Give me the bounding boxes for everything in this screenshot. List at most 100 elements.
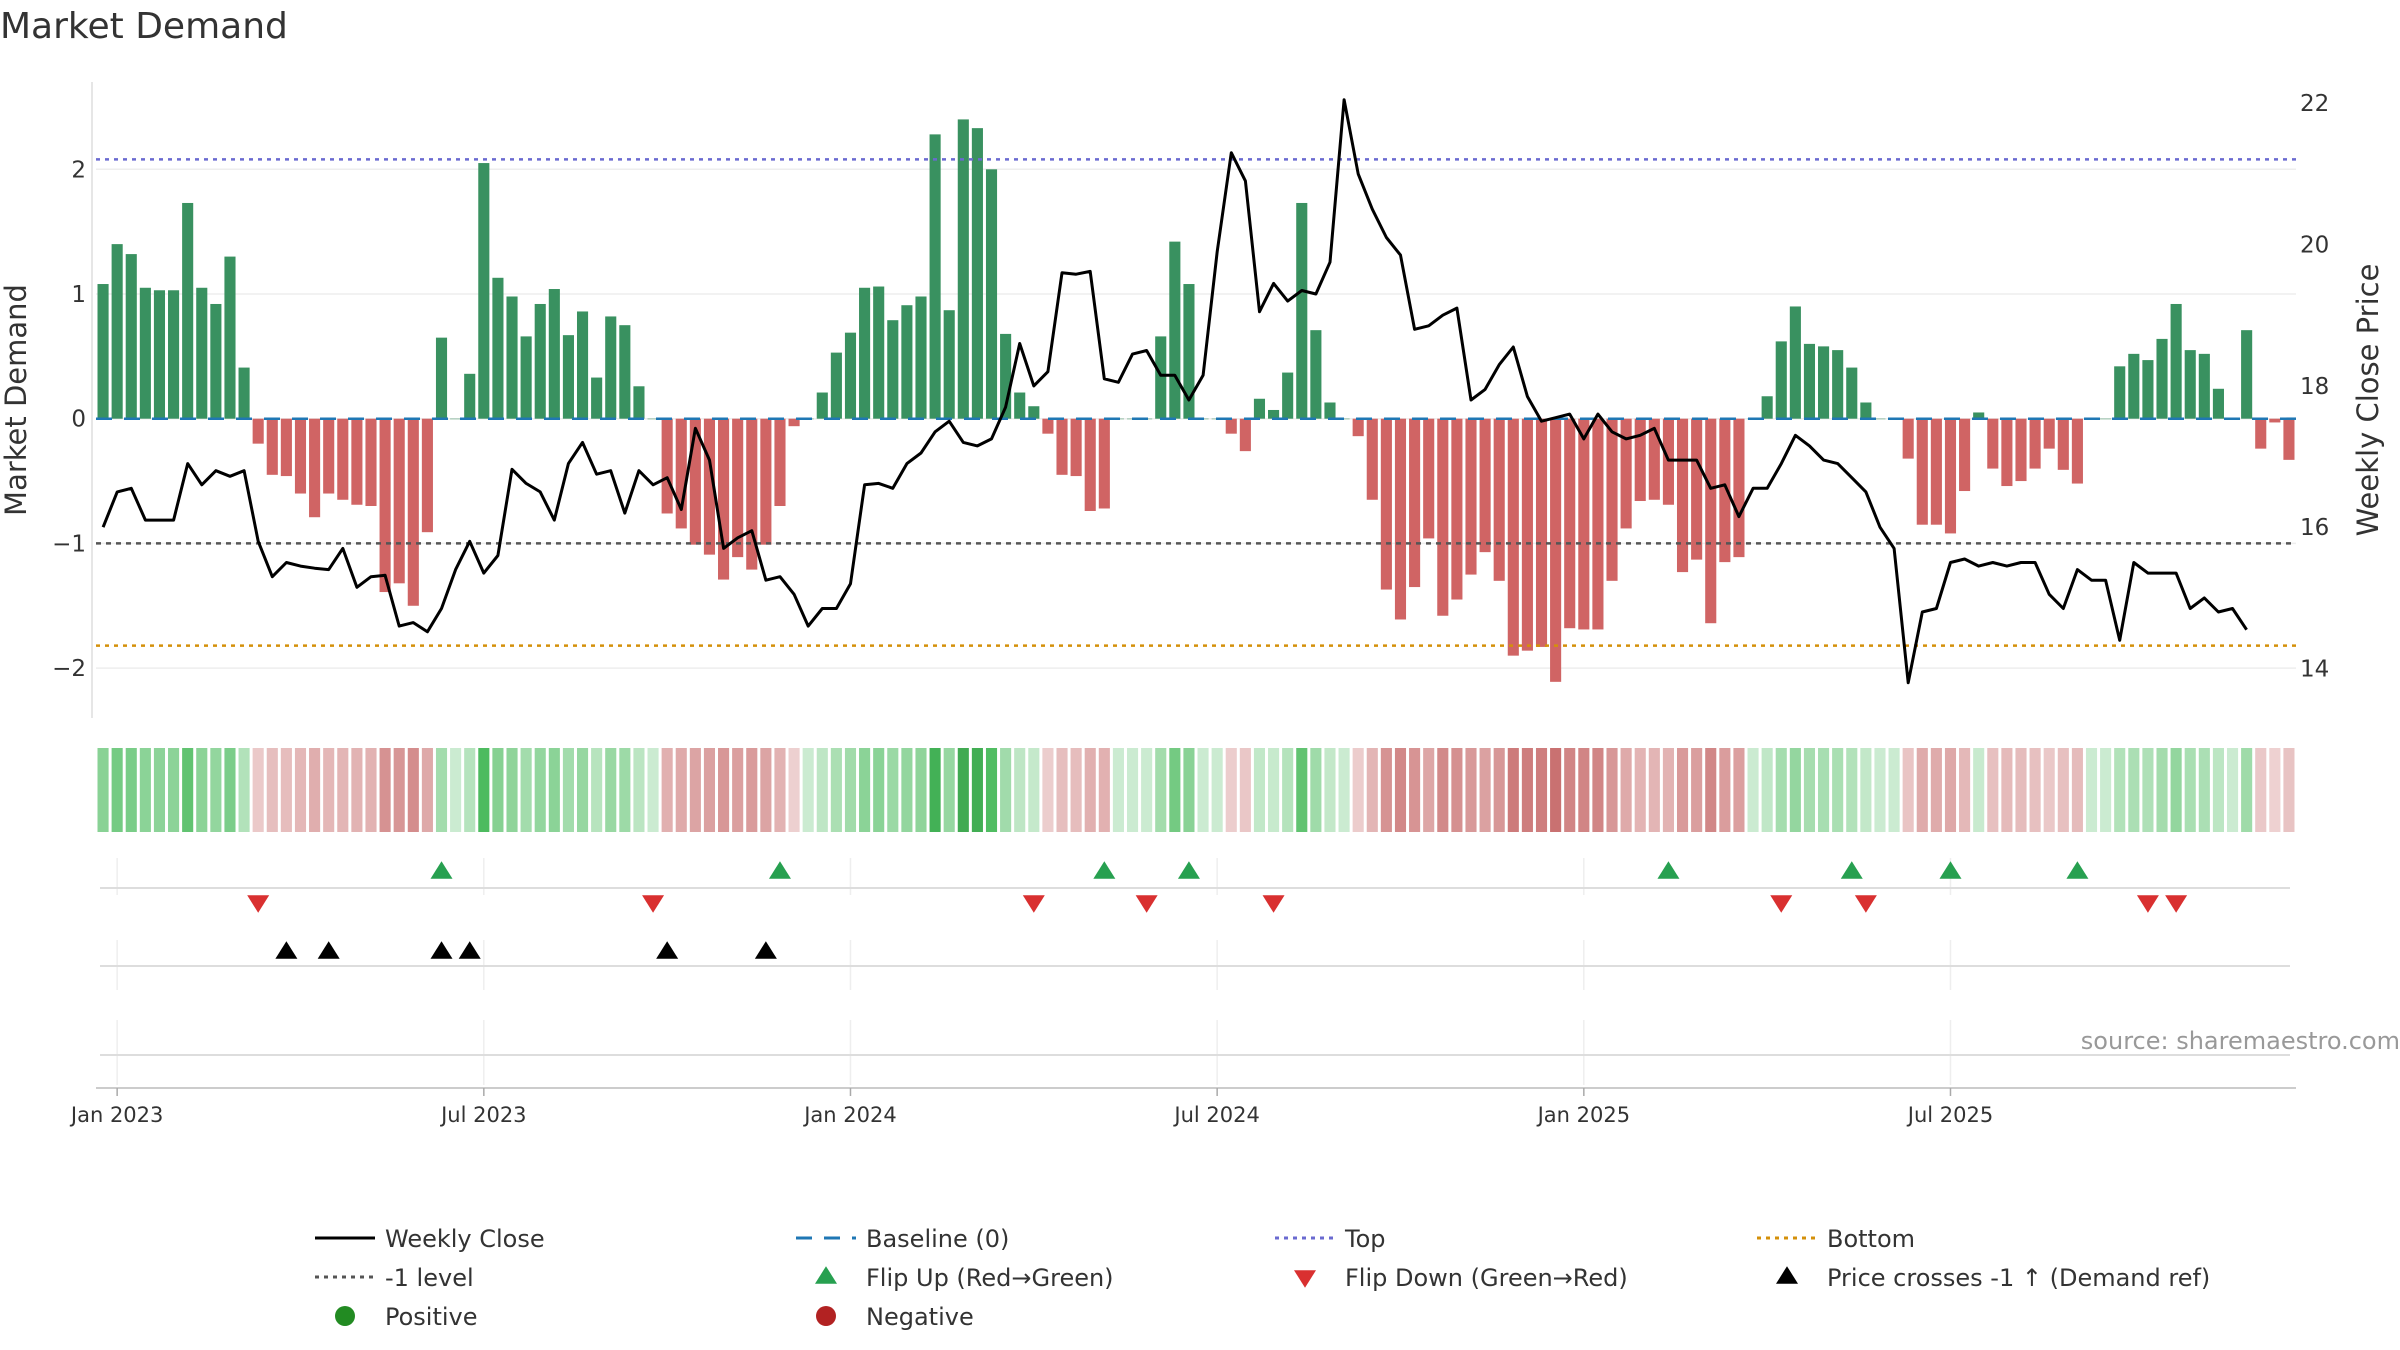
demand-bar — [309, 418, 321, 518]
demand-bar — [2283, 418, 2295, 460]
demand-bar — [901, 305, 913, 419]
heat-cell — [2156, 748, 2168, 832]
heat-cell — [1000, 748, 1012, 832]
flip-up-marker — [1177, 861, 1200, 879]
demand-bar — [1789, 306, 1801, 419]
demand-bar — [1465, 418, 1477, 575]
demand-bar — [1944, 418, 1957, 534]
heat-cell — [1380, 748, 1392, 832]
flip-down-marker — [1854, 895, 1877, 913]
heat-cell — [675, 748, 687, 832]
demand-bar — [1183, 284, 1195, 419]
heat-cell — [1578, 748, 1590, 832]
heat-cell — [1634, 748, 1646, 832]
flip-markers — [100, 861, 2290, 913]
demand-bar — [365, 418, 377, 506]
demand-bar — [1634, 418, 1646, 502]
heat-cell — [647, 748, 659, 832]
heat-cell — [1832, 748, 1844, 832]
demand-bar — [859, 287, 871, 419]
price-cross-marker — [458, 941, 481, 959]
heat-cell — [1465, 748, 1477, 832]
demand-bar — [125, 254, 137, 419]
heat-cell — [1592, 748, 1604, 832]
heat-cell — [760, 748, 772, 832]
demand-bar — [210, 303, 222, 419]
demand-bar — [2269, 418, 2281, 423]
left-tick-label: −2 — [52, 656, 86, 682]
heat-cell — [1550, 748, 1562, 832]
heat-cell — [1493, 748, 1505, 832]
legend-label: Price crosses -1 ↑ (Demand ref) — [1827, 1264, 2210, 1292]
heat-cell — [1197, 748, 1209, 832]
demand-bar — [1535, 418, 1548, 647]
demand-bar — [2128, 353, 2140, 419]
demand-bar — [506, 296, 518, 419]
flip-down-marker — [247, 895, 270, 913]
heat-cell — [915, 748, 927, 832]
legend-item: Flip Down (Green→Red) — [1294, 1264, 1628, 1292]
heat-cell — [196, 748, 208, 832]
demand-bar — [2156, 338, 2168, 419]
weekly-close-line — [101, 98, 2248, 685]
heat-cell — [1126, 748, 1139, 832]
demand-bar — [774, 418, 786, 506]
demand-bar — [435, 337, 448, 419]
demand-bar — [1451, 418, 1463, 600]
heat-cell — [2241, 748, 2253, 832]
heat-cell — [2198, 748, 2210, 832]
heat-cell — [548, 748, 560, 832]
demand-bar — [1987, 418, 1999, 469]
demand-bar — [1253, 398, 1266, 419]
x-tick-label: Jul 2023 — [439, 1103, 526, 1127]
heat-cell — [435, 748, 448, 832]
heat-cell — [421, 748, 433, 832]
heat-cell — [1916, 748, 1928, 832]
demand-bar — [1620, 418, 1632, 529]
demand-bar — [1310, 330, 1322, 419]
demand-heatstrip — [97, 748, 2295, 832]
heat-cell — [238, 748, 250, 832]
heat-cell — [210, 748, 222, 832]
heat-cell — [1818, 748, 1830, 832]
heat-cell — [182, 748, 194, 832]
heat-cell — [520, 748, 532, 832]
heat-cell — [1775, 748, 1787, 832]
legend-item: Bottom — [1757, 1225, 1915, 1253]
demand-bar — [1930, 418, 1942, 525]
demand-bar — [1733, 418, 1745, 558]
price-cross-marker — [430, 941, 453, 959]
heat-cell — [1944, 748, 1957, 832]
heat-cell — [1761, 748, 1773, 832]
demand-bar — [675, 418, 687, 529]
demand-bar — [1423, 418, 1435, 539]
heat-cell — [1620, 748, 1632, 832]
heat-cell — [2043, 748, 2055, 832]
demand-bar — [323, 418, 335, 494]
legend-item: Price crosses -1 ↑ (Demand ref) — [1776, 1264, 2210, 1292]
demand-bar — [2184, 350, 2196, 419]
heat-cell — [619, 748, 631, 832]
heat-cell — [633, 748, 645, 832]
demand-bar — [2142, 360, 2154, 419]
heat-cell — [1042, 748, 1054, 832]
left-tick-label: 2 — [71, 157, 86, 183]
heat-cell — [1268, 748, 1280, 832]
demand-bar — [1973, 412, 1985, 419]
demand-bar — [1959, 418, 1971, 492]
demand-bar — [2241, 330, 2253, 419]
heat-cell — [1352, 748, 1364, 832]
demand-bar — [816, 392, 828, 419]
flip-up-marker — [1657, 861, 1680, 879]
heat-cell — [1719, 748, 1731, 832]
right-tick-label: 14 — [2300, 657, 2329, 683]
heat-cell — [1394, 748, 1407, 832]
heat-cell — [351, 748, 363, 832]
source-note: source: sharemaestro.com — [2081, 1027, 2400, 1055]
demand-bar — [1606, 418, 1618, 581]
demand-bar — [1803, 343, 1816, 419]
heat-cell — [816, 748, 828, 832]
demand-bar — [1550, 418, 1562, 682]
heat-cell — [1423, 748, 1435, 832]
heat-cell — [1409, 748, 1421, 832]
